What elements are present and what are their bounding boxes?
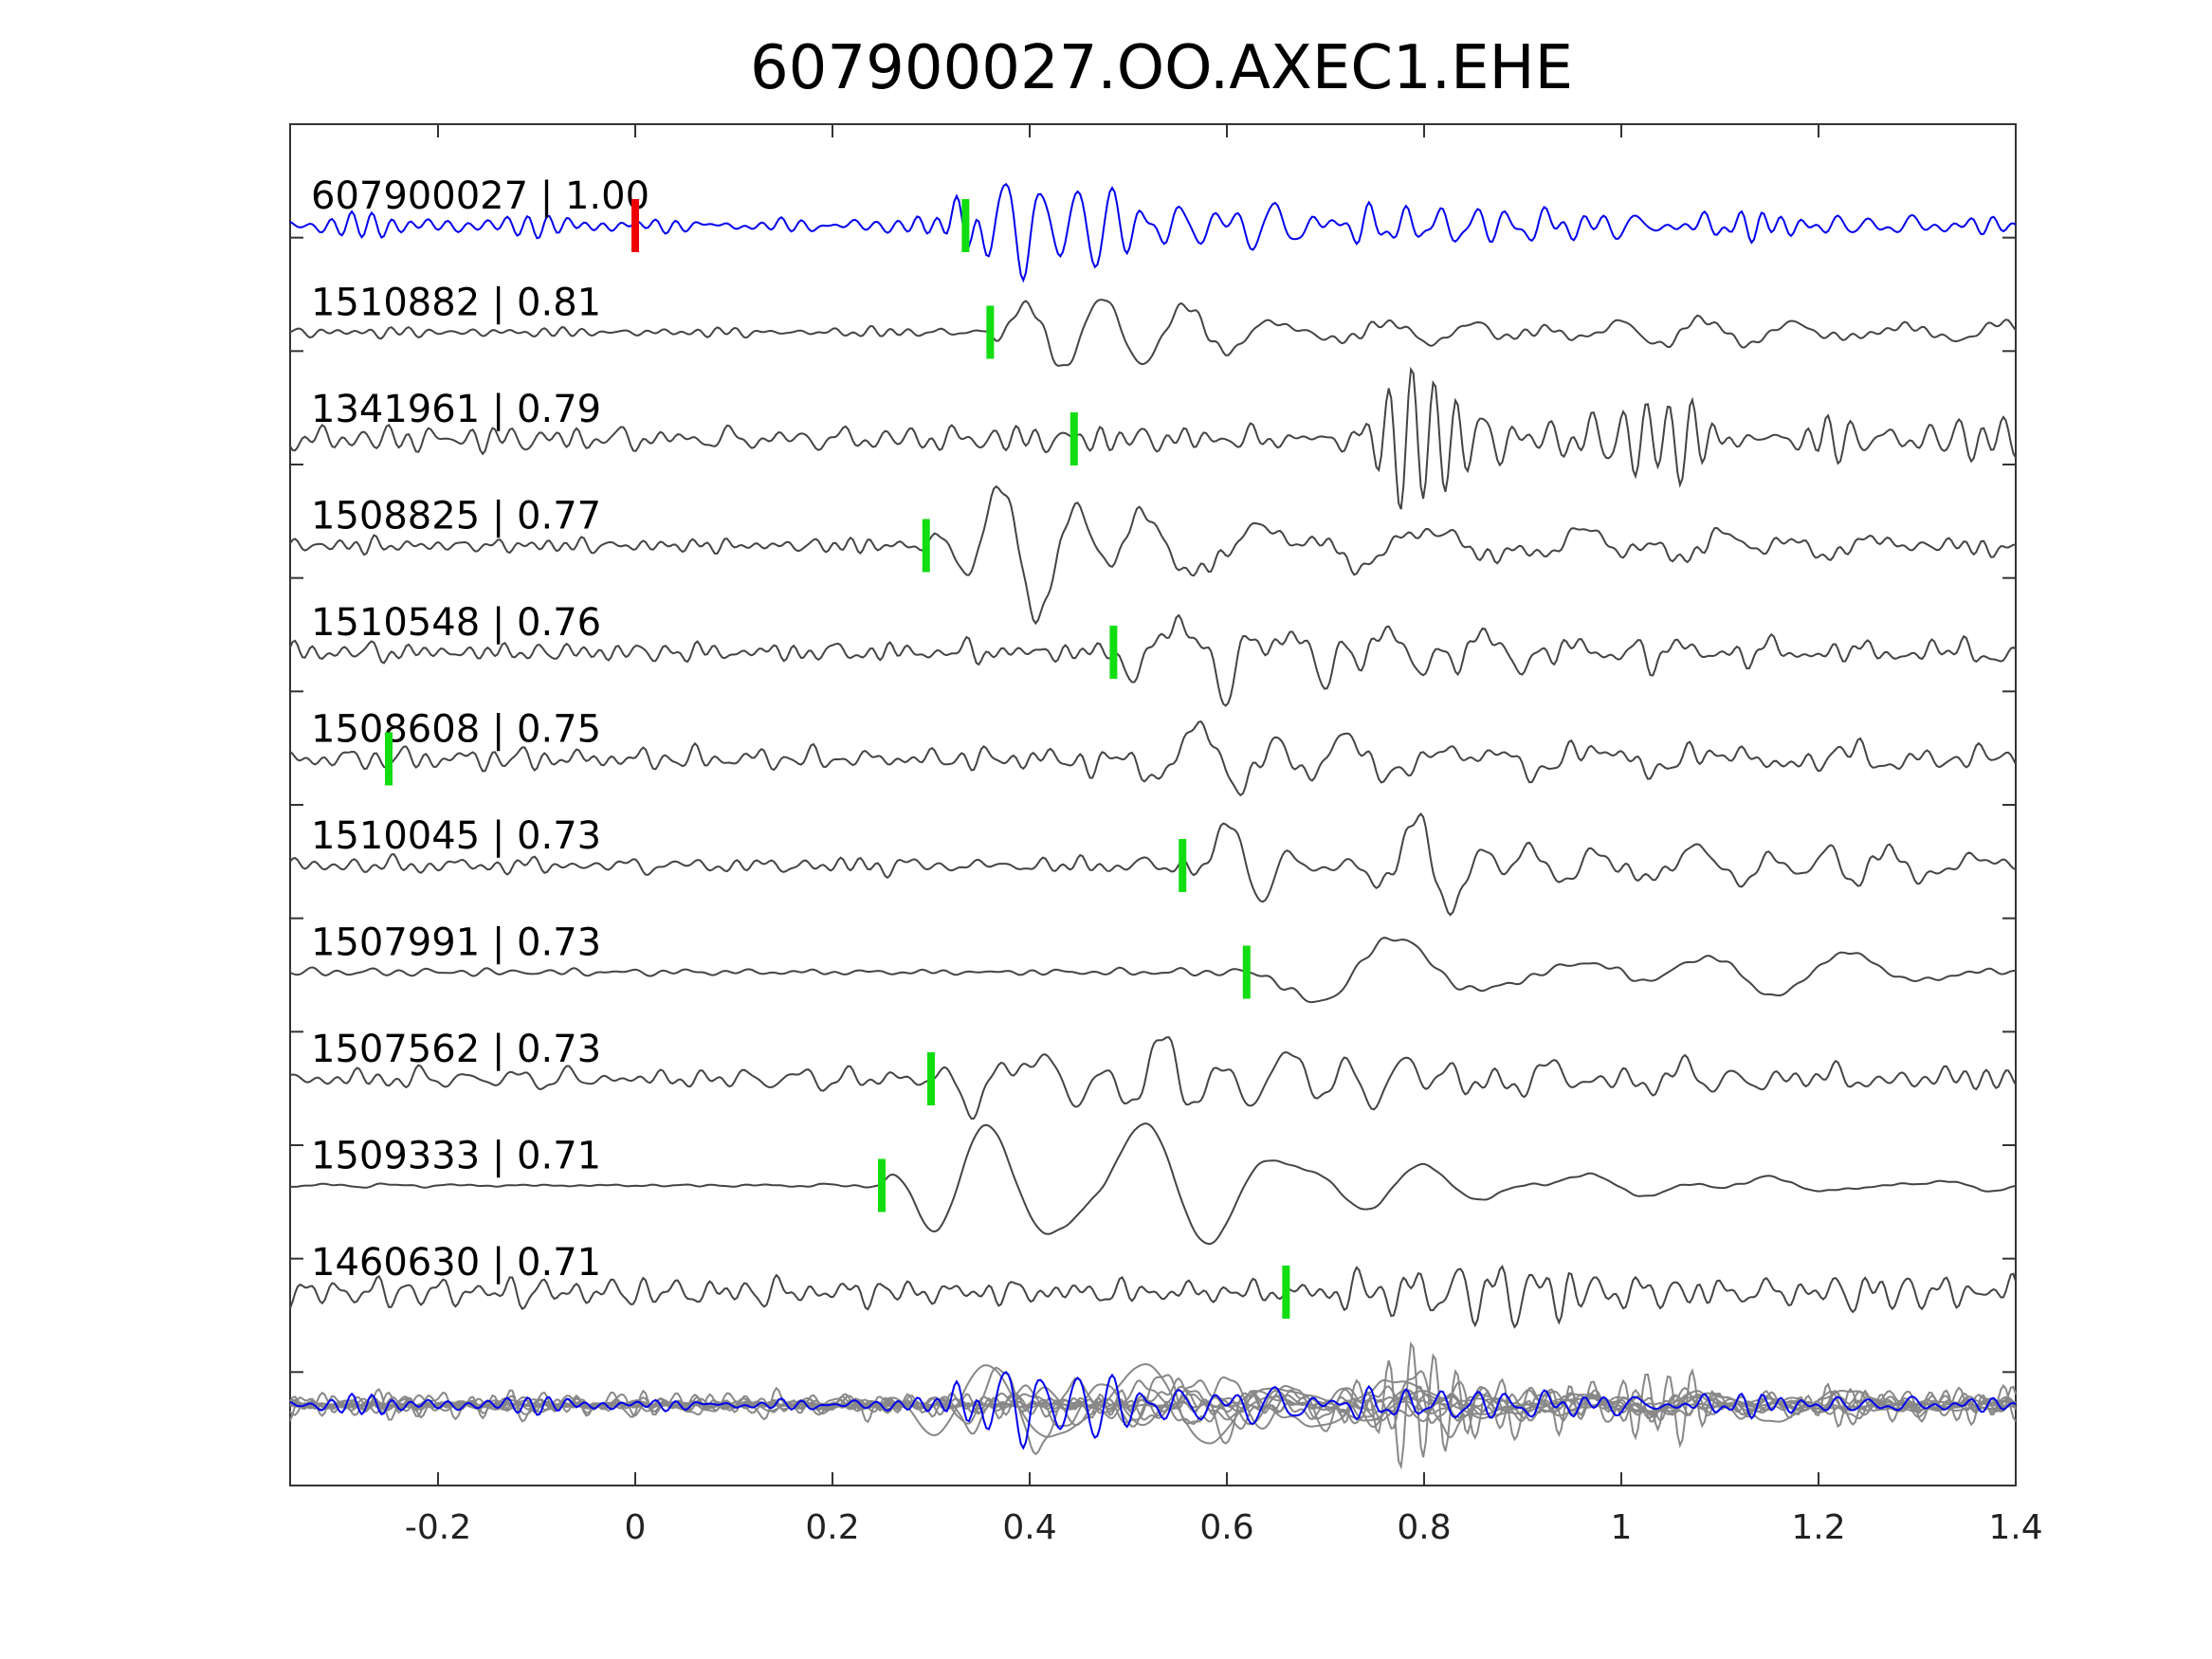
x-tick-label-4: 0.6: [1199, 1508, 1253, 1547]
trace-1: [289, 299, 2017, 367]
trace-label-6: 1510045 | 0.73: [311, 814, 601, 858]
trace-label-3: 1508825 | 0.77: [311, 495, 601, 538]
trace-3: [289, 484, 2016, 626]
trace-2: [289, 366, 2017, 510]
chart-title: 607900027.OO.AXEC1.EHE: [750, 33, 1573, 103]
trace-6: [289, 811, 2017, 917]
trace-0: [289, 182, 2017, 283]
trace-label-7: 1507991 | 0.73: [311, 921, 601, 965]
x-tick-label-8: 1.4: [1988, 1508, 2042, 1547]
stack-trace-9: [289, 1363, 2017, 1445]
x-axis: -0.2 0 0.2 0.4 0.6 0.8 1 1.2 1.4: [405, 124, 2043, 1547]
x-tick-label-3: 0.4: [1002, 1508, 1056, 1547]
trace-10: [289, 1265, 2017, 1329]
trace-label-4: 1510548 | 0.76: [311, 601, 601, 645]
x-tick-label-0: -0.2: [405, 1508, 471, 1547]
plot-area: 607900027 | 1.00 1510882 | 0.81 1341961 | …: [289, 123, 2017, 1486]
trace-label-1: 1510882 | 0.81: [311, 282, 601, 325]
x-tick-label-6: 1: [1611, 1508, 1633, 1547]
trace-label-9: 1509333 | 0.71: [311, 1135, 601, 1178]
trace-label-10: 1460630 | 0.71: [311, 1241, 601, 1285]
x-tick-label-1: 0: [625, 1508, 647, 1547]
trace-label-0: 607900027 | 1.00: [311, 174, 649, 218]
trace-label-2: 1341961 | 0.79: [311, 388, 601, 431]
stack-trace-reference: [289, 1371, 2017, 1450]
trace-8: [289, 1036, 2017, 1121]
trace-4: [289, 613, 2017, 707]
trace-9: [289, 1122, 2017, 1246]
x-tick-label-5: 0.8: [1397, 1508, 1451, 1547]
trace-7: [289, 937, 2017, 1004]
x-tick-label-7: 1.2: [1791, 1508, 1845, 1547]
x-tick-label-2: 0.2: [805, 1508, 859, 1547]
trace-label-5: 1508608 | 0.75: [311, 708, 601, 752]
trace-label-8: 1507562 | 0.73: [311, 1028, 601, 1071]
trace-5: [289, 720, 2017, 797]
stack-trace-7: [289, 1378, 2017, 1428]
